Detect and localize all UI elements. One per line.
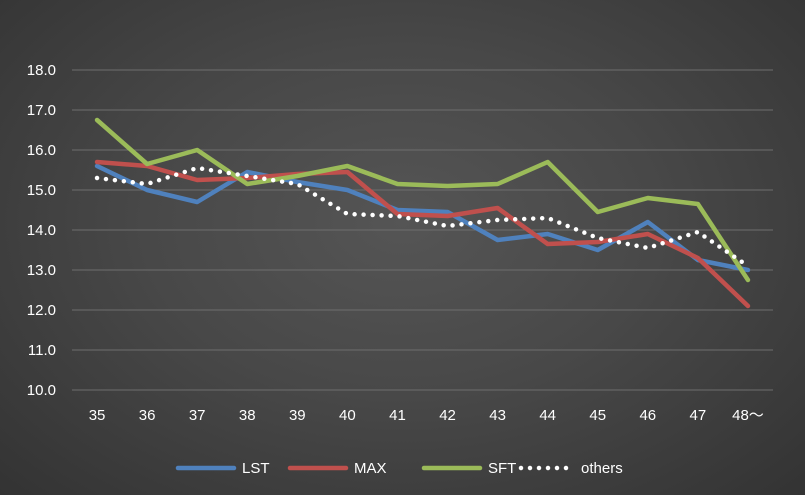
legend-label-others: others xyxy=(581,460,623,477)
x-tick-label: 39 xyxy=(289,407,306,424)
x-tick-label: 35 xyxy=(89,407,106,424)
series-line-lst xyxy=(94,163,751,273)
x-tick-label: 38 xyxy=(239,407,256,424)
series-line-max xyxy=(94,159,751,309)
y-tick-label: 16.0 xyxy=(27,142,56,159)
y-tick-label: 18.0 xyxy=(27,62,56,79)
x-tick-label: 37 xyxy=(189,407,206,424)
series-line-sft xyxy=(94,117,751,283)
y-tick-label: 14.0 xyxy=(27,222,56,239)
x-tick-label: 47 xyxy=(690,407,707,424)
y-tick-label: 10.0 xyxy=(27,382,56,399)
x-tick-label: 36 xyxy=(139,407,156,424)
legend-label-max: MAX xyxy=(354,460,387,477)
y-tick-label: 17.0 xyxy=(27,102,56,119)
x-tick-label: 43 xyxy=(489,407,506,424)
y-tick-label: 11.0 xyxy=(28,342,56,359)
legend-label-sft: SFT xyxy=(488,460,516,477)
x-tick-label: 45 xyxy=(589,407,606,424)
x-tick-label: 41 xyxy=(389,407,406,424)
x-tick-label: 46 xyxy=(639,407,656,424)
x-tick-label: 44 xyxy=(539,407,556,424)
y-tick-label: 15.0 xyxy=(27,182,56,199)
x-tick-label: 42 xyxy=(439,407,456,424)
y-tick-label: 12.0 xyxy=(27,302,56,319)
y-tick-label: 13.0 xyxy=(27,262,56,279)
legend-label-lst: LST xyxy=(242,460,270,477)
x-tick-label: 40 xyxy=(339,407,356,424)
x-tick-label: 48～ xyxy=(732,407,764,424)
